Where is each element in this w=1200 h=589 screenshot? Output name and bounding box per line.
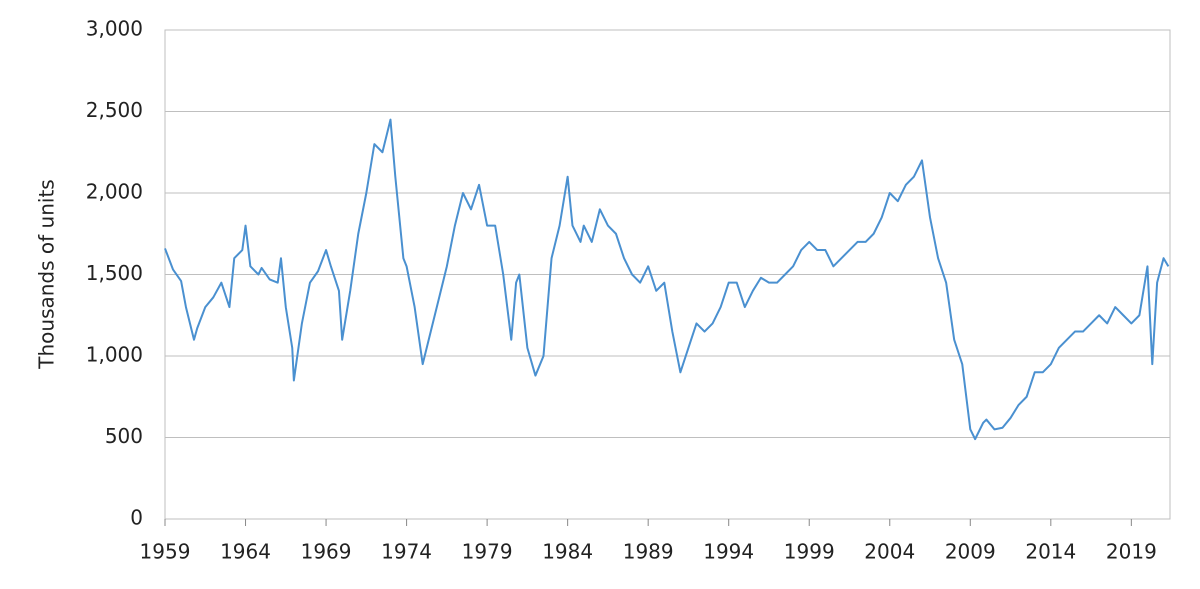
y-tick-label: 2,500 [86,98,143,122]
x-tick-label: 1959 [140,540,191,564]
y-tick-label: 1,000 [86,343,143,367]
x-tick-label: 1989 [623,540,674,564]
y-tick-label: 0 [130,506,143,530]
x-tick-label: 1999 [784,540,835,564]
y-tick-label: 2,000 [86,180,143,204]
y-tick-label: 500 [105,424,143,448]
x-tick-label: 1979 [462,540,513,564]
x-tick-label: 2004 [864,540,915,564]
y-axis-label: Thousands of units [35,179,59,369]
x-tick-label: 2019 [1106,540,1157,564]
y-tick-label: 1,500 [86,261,143,285]
x-tick-label: 1994 [703,540,754,564]
x-tick-label: 1969 [301,540,352,564]
x-tick-label: 1984 [542,540,593,564]
x-tick-label: 1964 [220,540,271,564]
x-tick-label: 2014 [1025,540,1076,564]
x-tick-label: 1974 [381,540,432,564]
x-tick-label: 2009 [945,540,996,564]
y-tick-label: 3,000 [86,17,143,41]
plot-border [164,29,1171,520]
data-line [164,118,1170,441]
